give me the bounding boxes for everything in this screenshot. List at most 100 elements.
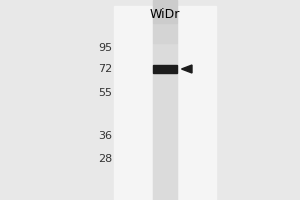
Bar xyxy=(153,186,177,187)
Bar xyxy=(153,17,177,18)
Text: 36: 36 xyxy=(98,131,112,141)
Bar xyxy=(153,38,177,39)
Bar xyxy=(153,44,177,45)
Bar xyxy=(153,143,177,144)
Bar xyxy=(153,94,177,95)
Text: 72: 72 xyxy=(98,64,112,74)
Bar xyxy=(153,127,177,128)
Bar xyxy=(153,89,177,90)
Bar xyxy=(153,111,177,112)
Bar xyxy=(153,45,177,46)
Bar xyxy=(153,49,177,50)
Bar xyxy=(153,58,177,59)
Bar xyxy=(153,30,177,31)
Bar xyxy=(153,174,177,175)
Bar xyxy=(153,154,177,155)
Bar xyxy=(153,197,177,198)
Bar xyxy=(153,35,177,36)
Bar xyxy=(153,130,177,131)
Bar xyxy=(153,32,177,33)
Bar xyxy=(153,92,177,93)
Bar xyxy=(153,171,177,172)
Bar xyxy=(153,113,177,114)
Bar xyxy=(153,7,177,8)
Bar xyxy=(153,194,177,195)
Bar xyxy=(153,103,177,104)
Bar xyxy=(153,168,177,169)
Bar xyxy=(153,178,177,179)
Bar xyxy=(153,85,177,86)
Bar xyxy=(153,166,177,167)
Bar xyxy=(153,145,177,146)
Bar xyxy=(153,158,177,159)
Bar xyxy=(153,53,177,54)
Bar xyxy=(153,52,177,53)
Bar xyxy=(153,31,177,32)
Bar xyxy=(153,0,177,1)
Bar xyxy=(153,33,177,34)
Bar xyxy=(153,41,177,42)
Bar xyxy=(153,74,177,75)
Bar xyxy=(153,140,177,141)
Bar xyxy=(153,184,177,185)
Bar xyxy=(153,4,177,5)
Bar xyxy=(153,177,177,178)
Bar xyxy=(153,76,177,77)
Bar xyxy=(153,151,177,152)
Bar xyxy=(153,160,177,161)
Bar xyxy=(153,176,177,177)
Bar xyxy=(153,135,177,136)
Bar xyxy=(153,48,177,49)
Bar xyxy=(153,81,177,82)
Text: 28: 28 xyxy=(98,154,112,164)
Bar xyxy=(153,114,177,115)
Bar xyxy=(153,54,177,55)
Bar xyxy=(153,39,177,40)
Bar xyxy=(153,91,177,92)
Bar xyxy=(153,106,177,107)
Bar xyxy=(153,43,177,44)
Bar xyxy=(153,109,177,110)
Bar xyxy=(153,115,177,116)
Bar xyxy=(114,6,216,200)
Bar xyxy=(153,139,177,140)
Bar xyxy=(153,104,177,105)
Bar xyxy=(153,138,177,139)
Bar xyxy=(153,150,177,151)
Bar xyxy=(153,181,177,182)
Bar xyxy=(153,165,177,166)
Bar xyxy=(153,26,177,27)
Bar xyxy=(153,90,177,91)
Bar xyxy=(153,112,177,113)
Bar xyxy=(153,172,177,173)
Bar xyxy=(153,125,177,126)
Bar xyxy=(153,65,177,73)
Bar xyxy=(153,64,177,65)
Bar xyxy=(153,71,177,72)
Text: 95: 95 xyxy=(98,43,112,53)
Bar xyxy=(153,86,177,87)
Bar xyxy=(153,78,177,79)
Bar xyxy=(153,15,177,16)
Bar xyxy=(153,173,177,174)
Bar xyxy=(153,93,177,94)
Bar xyxy=(153,2,177,3)
Bar xyxy=(153,28,177,29)
Bar xyxy=(153,137,177,138)
Bar xyxy=(153,142,177,143)
Bar xyxy=(153,198,177,199)
Bar xyxy=(153,51,177,52)
Bar xyxy=(153,40,177,41)
Bar xyxy=(153,84,177,85)
Bar xyxy=(153,156,177,157)
Bar xyxy=(153,57,177,58)
Bar xyxy=(153,146,177,147)
Bar xyxy=(153,5,177,6)
Text: 55: 55 xyxy=(98,88,112,98)
Bar xyxy=(153,164,177,165)
Bar xyxy=(153,149,177,150)
Bar xyxy=(153,69,177,70)
Bar xyxy=(153,121,177,122)
Bar xyxy=(153,199,177,200)
Bar xyxy=(153,132,177,133)
